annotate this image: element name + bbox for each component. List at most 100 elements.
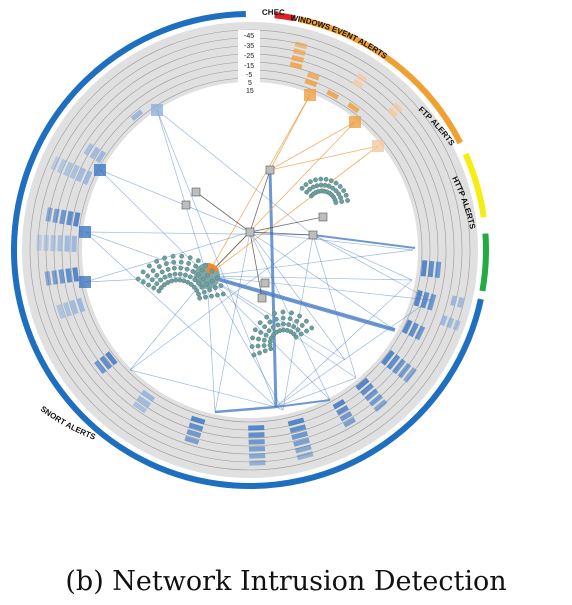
host-node bbox=[273, 316, 279, 322]
snort-bar bbox=[95, 150, 107, 164]
category-arc bbox=[479, 233, 489, 292]
host-node bbox=[270, 324, 276, 330]
host-node bbox=[186, 261, 192, 266]
host-node bbox=[293, 334, 299, 340]
device-node bbox=[265, 165, 275, 175]
category-arc bbox=[274, 12, 296, 22]
snort-bar bbox=[82, 170, 93, 186]
alert-links bbox=[84, 94, 431, 414]
snort-bar bbox=[427, 260, 435, 278]
host-node bbox=[196, 272, 201, 278]
host-node bbox=[140, 269, 146, 275]
snort-bar bbox=[89, 146, 101, 160]
windows-bar bbox=[347, 102, 360, 114]
host-node bbox=[286, 322, 292, 327]
snort-bar bbox=[132, 401, 148, 414]
snort-link-strong bbox=[214, 405, 277, 414]
windows-bar-light bbox=[356, 73, 368, 83]
snort-link bbox=[312, 234, 431, 301]
host-node bbox=[199, 267, 205, 273]
snort-link bbox=[206, 275, 216, 413]
device-node bbox=[260, 278, 270, 288]
snort-bar bbox=[83, 142, 95, 156]
snort-bar bbox=[373, 399, 388, 412]
snort-bar bbox=[392, 358, 406, 375]
snort-bar bbox=[248, 425, 265, 431]
host-node bbox=[250, 335, 255, 341]
host-node bbox=[313, 177, 318, 183]
snort-bar bbox=[75, 167, 87, 183]
host-node bbox=[199, 284, 205, 290]
host-node bbox=[154, 272, 160, 278]
snort-bar bbox=[249, 453, 266, 459]
snort-link bbox=[206, 275, 284, 411]
windows-link bbox=[269, 121, 356, 171]
snort-link bbox=[206, 275, 331, 401]
snort-bar bbox=[66, 210, 74, 226]
snort-bar bbox=[364, 388, 379, 402]
host-node bbox=[318, 176, 324, 182]
device-node bbox=[191, 187, 201, 197]
host-node bbox=[262, 348, 268, 354]
host-node bbox=[204, 281, 210, 287]
host-node bbox=[337, 184, 343, 189]
host-node bbox=[343, 192, 349, 198]
host-node bbox=[289, 310, 294, 316]
host-node bbox=[257, 350, 262, 356]
host-node bbox=[339, 199, 345, 204]
snort-bar bbox=[184, 435, 200, 445]
snort-bar bbox=[336, 405, 349, 416]
snort-bar bbox=[136, 395, 152, 408]
snort-bar bbox=[64, 235, 70, 252]
host-node bbox=[255, 343, 261, 349]
host-node bbox=[162, 274, 168, 280]
figure-caption: (b) Network Intrusion Detection bbox=[65, 566, 507, 597]
category-arc bbox=[298, 16, 463, 145]
network-intrusion-radial-diagram: CHECKSUM WINDOWS EVENT ALERTS FTP ALERTS… bbox=[0, 0, 489, 489]
device-node bbox=[257, 293, 267, 303]
host-node bbox=[333, 200, 339, 205]
host-node bbox=[207, 287, 213, 293]
network-nodes bbox=[135, 165, 351, 358]
snort-link bbox=[214, 231, 251, 413]
host-node bbox=[135, 276, 141, 282]
host-node bbox=[298, 331, 304, 337]
snort-bar bbox=[427, 293, 437, 311]
snort-link bbox=[156, 109, 314, 236]
windows-link bbox=[206, 94, 311, 277]
host-node bbox=[213, 285, 218, 291]
network-link bbox=[249, 169, 271, 233]
host-node bbox=[299, 323, 305, 328]
host-node bbox=[185, 279, 191, 285]
snort-link-strong bbox=[206, 274, 396, 332]
snort-bar bbox=[69, 164, 80, 180]
host-node bbox=[172, 271, 178, 277]
host-node bbox=[154, 258, 160, 264]
host-node bbox=[190, 269, 196, 274]
snort-link-strong bbox=[275, 399, 331, 408]
snort-link bbox=[312, 234, 357, 379]
snort-bar bbox=[414, 325, 426, 341]
network-link bbox=[249, 216, 324, 233]
snort-link-strong bbox=[312, 234, 416, 249]
windows-bar bbox=[294, 41, 308, 50]
snort-bar bbox=[403, 367, 417, 383]
host-node bbox=[177, 277, 183, 283]
windows-bar-light bbox=[387, 107, 398, 118]
host-node bbox=[330, 185, 336, 191]
tick-label: -35 bbox=[244, 43, 254, 50]
host-node bbox=[218, 283, 224, 289]
host-node bbox=[280, 309, 286, 315]
host-node bbox=[146, 282, 151, 288]
snort-bar bbox=[59, 209, 67, 225]
snort-link bbox=[84, 231, 277, 408]
snort-bar bbox=[72, 267, 80, 282]
snort-bar bbox=[439, 314, 448, 327]
windows-bar bbox=[306, 71, 320, 81]
snort-link bbox=[275, 377, 357, 408]
snort-bar bbox=[456, 297, 465, 308]
network-link bbox=[249, 231, 314, 236]
host-node bbox=[150, 268, 156, 274]
snort-bar bbox=[355, 377, 370, 391]
snort-bar bbox=[72, 212, 81, 227]
